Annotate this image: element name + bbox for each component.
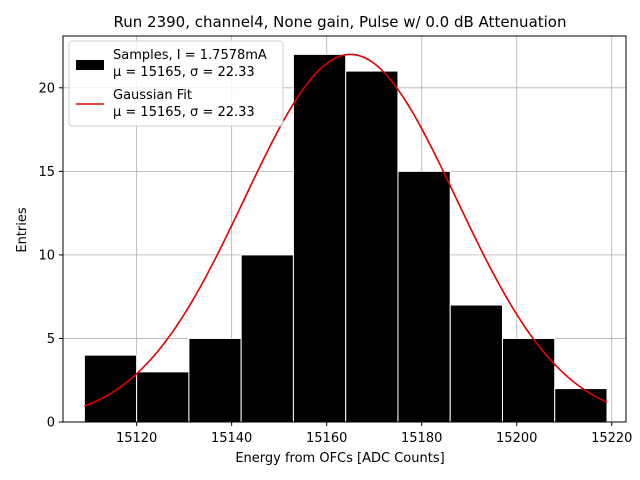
histogram-bar [83, 354, 138, 423]
y-axis-ticks: 0 5 10 15 20 [38, 81, 63, 431]
legend-swatch-samples [76, 60, 104, 70]
x-tick-label: 15200 [496, 431, 537, 446]
histogram-bar [554, 388, 608, 423]
histogram-bar [188, 337, 242, 423]
histogram-bar [136, 371, 190, 423]
y-tick-label: 10 [38, 248, 55, 263]
histogram-bar [292, 53, 347, 423]
gaussian-fit-curve [84, 53, 608, 407]
histogram-bar [240, 254, 294, 423]
histogram-bar [397, 170, 451, 423]
legend-fit-stats: μ = 15165, σ = 22.33 [113, 105, 255, 120]
x-tick-label: 15220 [591, 431, 632, 446]
x-axis-label: Energy from OFCs [ADC Counts] [235, 451, 444, 466]
histogram-bar [449, 304, 503, 423]
y-tick-label: 5 [47, 332, 55, 347]
legend-samples-label: Samples, I = 1.7578mA [113, 48, 267, 63]
histogram-bar [501, 337, 556, 423]
x-tick-label: 15180 [401, 431, 442, 446]
x-axis-ticks: 15120 15140 15160 15180 15200 15220 [116, 422, 632, 446]
legend-samples-stats: μ = 15165, σ = 22.33 [113, 65, 255, 80]
chart-title: Run 2390, channel4, None gain, Pulse w/ … [114, 13, 567, 31]
y-tick-label: 15 [38, 165, 55, 180]
legend-box [68, 40, 284, 127]
y-axis-label: Entries [15, 207, 30, 253]
legend-fit-label: Gaussian Fit [113, 88, 192, 103]
histogram-bars [83, 53, 608, 423]
axes-frame [62, 35, 627, 423]
x-tick-label: 15140 [211, 431, 252, 446]
legend: Samples, I = 1.7578mA μ = 15165, σ = 22.… [68, 40, 284, 127]
x-tick-label: 15120 [116, 431, 157, 446]
y-tick-label: 20 [38, 81, 55, 96]
histogram-bar [345, 70, 399, 423]
y-tick-label: 0 [47, 416, 55, 431]
x-tick-label: 15160 [306, 431, 347, 446]
